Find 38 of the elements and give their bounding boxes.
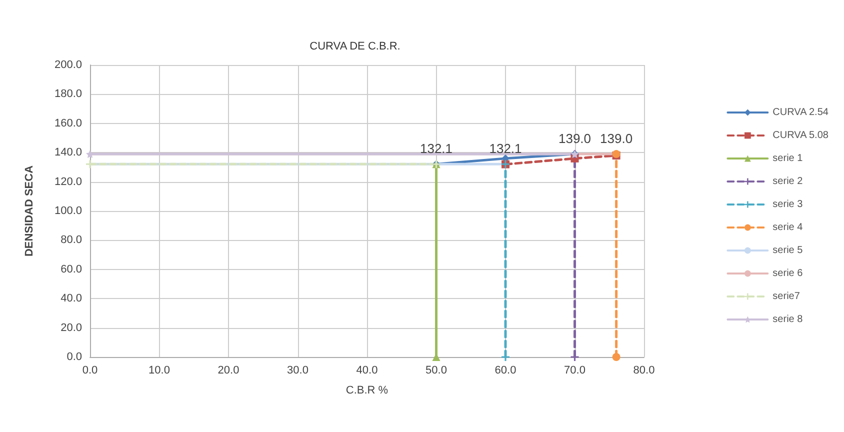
- y-tick-label: 120.0: [54, 176, 82, 188]
- legend-label: serie 5: [772, 245, 804, 256]
- x-tick-label: 20.0: [218, 364, 240, 376]
- y-tick-label: 40.0: [60, 292, 82, 305]
- y-axis-title: DENSIDAD SECA: [24, 165, 36, 257]
- y-tick-label: 60.0: [60, 263, 82, 276]
- data-label: 132.1: [420, 141, 453, 156]
- x-tick-label: 10.0: [148, 364, 170, 376]
- x-tick-label: 40.0: [356, 364, 378, 376]
- legend-label: serie 4: [772, 222, 804, 233]
- data-label: 139.0: [600, 131, 633, 146]
- legend-label: serie 8: [772, 314, 804, 325]
- legend-label: CURVA 5.08: [772, 130, 829, 141]
- legend-label: serie 1: [772, 153, 804, 164]
- legend-label: serie 6: [772, 268, 804, 279]
- data-label: 139.0: [558, 131, 592, 146]
- point: [612, 353, 620, 361]
- y-tick-label: 140.0: [54, 146, 82, 159]
- x-tick-label: 50.0: [426, 364, 447, 376]
- legend-label: serie 3: [772, 199, 804, 210]
- data-label: 132.1: [489, 141, 522, 156]
- y-tick-label: 100.0: [54, 205, 82, 217]
- x-tick-label: 60.0: [494, 364, 516, 376]
- y-tick-label: 180.0: [54, 88, 82, 100]
- y-tick-label: 0.0: [66, 351, 82, 363]
- y-tick-label: 200.0: [54, 59, 82, 71]
- y-tick-label: 80.0: [60, 234, 82, 246]
- x-tick-label: 30.0: [287, 364, 308, 376]
- x-axis-title: C.B.R %: [346, 384, 388, 396]
- chart-title: CURVA DE C.B.R.: [310, 40, 400, 52]
- legend-label: CURVA 2.54: [772, 107, 829, 118]
- y-tick-label: 20.0: [60, 322, 82, 334]
- x-tick-label: 80.0: [633, 364, 655, 376]
- x-tick-label: 0.0: [82, 364, 98, 376]
- y-tick-label: 160.0: [54, 117, 82, 130]
- legend-label: serie 2: [772, 176, 804, 187]
- legend-label: serie7: [772, 291, 800, 302]
- x-tick-label: 70.0: [564, 364, 586, 376]
